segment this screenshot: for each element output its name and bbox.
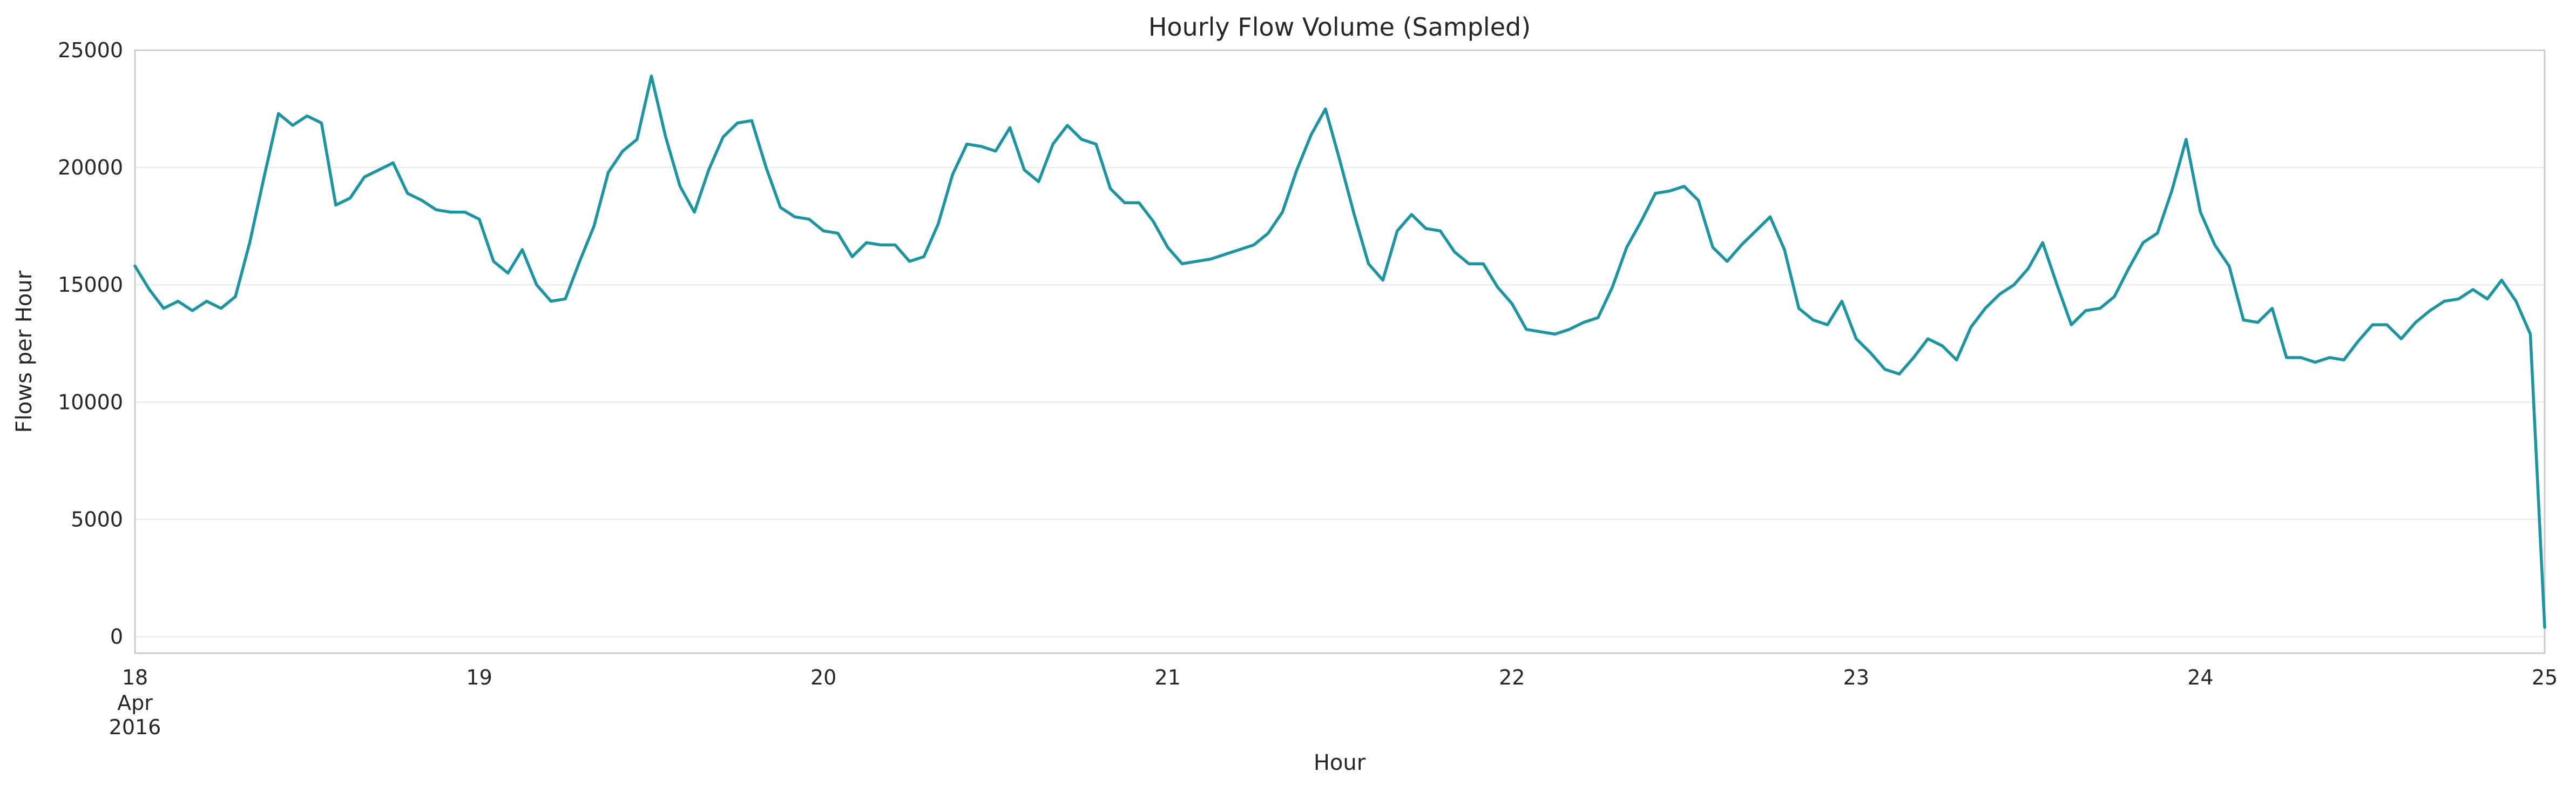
x-tick-label: 21	[1155, 666, 1181, 689]
x-tick-label: 23	[1843, 666, 1869, 689]
x-tick-label: 18	[122, 666, 148, 689]
y-tick-label: 25000	[58, 38, 123, 62]
x-tick-label: 20	[810, 666, 836, 689]
y-tick-label: 5000	[71, 507, 123, 531]
x-tick-label: 24	[2187, 666, 2213, 689]
x-axis-label: Hour	[1314, 750, 1366, 775]
plot-frame	[134, 49, 2546, 654]
y-axis-label: Flows per Hour	[12, 270, 37, 433]
y-tick-label: 0	[110, 625, 123, 649]
y-tick-label: 20000	[58, 156, 123, 179]
y-tick-label: 10000	[58, 390, 123, 414]
y-axis-ticks: 0 5000 10000 15000 20000 25000	[58, 38, 123, 649]
gridlines	[135, 49, 2545, 637]
x-tick-sublabel: 2016	[109, 715, 161, 739]
x-tick-label: 22	[1499, 666, 1525, 689]
x-tick-sublabel: Apr	[117, 691, 153, 715]
y-tick-label: 15000	[58, 273, 123, 297]
x-tick-label: 25	[2532, 666, 2558, 689]
x-tick-label: 19	[466, 666, 492, 689]
chart-title: Hourly Flow Volume (Sampled)	[1148, 12, 1531, 42]
series-line-flows	[133, 75, 2546, 629]
